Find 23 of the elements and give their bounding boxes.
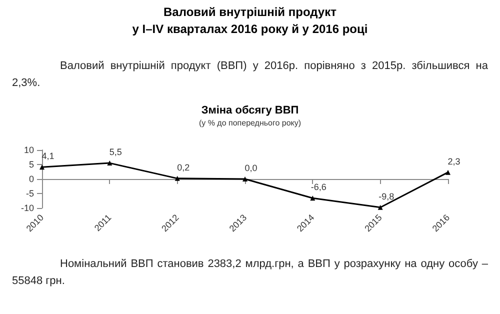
point <box>242 176 248 182</box>
text: Валовий внутрішній продукт у I–IV кварталах 2016 року й у 2016 році <box>131 4 369 38</box>
y-tick-label: 5 <box>28 160 34 170</box>
chart-title: Зміна обсягу ВВП <box>201 104 299 116</box>
point <box>446 170 450 175</box>
chart-subtitle: (у % до попереднього року) <box>198 118 302 128</box>
y-tick-label: -10 <box>20 203 34 213</box>
y-tick-label: -5 <box>26 188 34 198</box>
point <box>378 204 383 210</box>
data-label: 2,3 <box>448 156 460 166</box>
y-tick-label: 0 <box>28 174 34 184</box>
data-label: 0,0 <box>244 163 258 173</box>
point <box>107 160 112 166</box>
point <box>174 176 180 181</box>
point <box>310 196 316 201</box>
text: Номінальний ВВП становив 2383,2 млрд.грн, а ВВП у розрахунку на одну особу – 55848 грн. <box>12 257 488 289</box>
text: Валовий внутрішній продукт (ВВП) у 2016р. порівняно з 2015р. збільшився на 2,3%. <box>12 60 488 89</box>
data-label: -9,8 <box>378 191 394 202</box>
data-label: -6,6 <box>310 182 326 192</box>
data-label: 5,5 <box>109 147 122 158</box>
data-label: 0,2 <box>177 162 190 172</box>
point <box>40 164 44 170</box>
y-tick-label: 10 <box>24 145 34 155</box>
